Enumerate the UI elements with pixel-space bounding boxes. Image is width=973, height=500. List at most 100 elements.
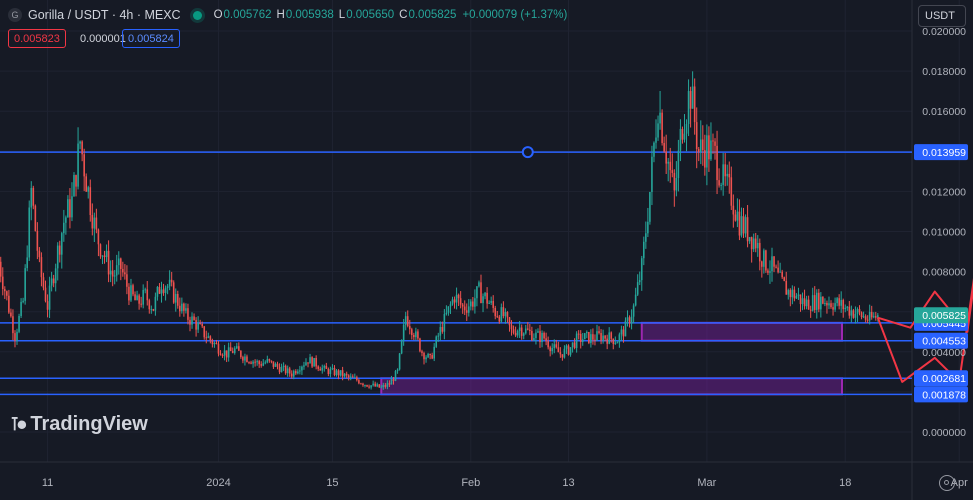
candle-body — [30, 187, 33, 208]
candle-body — [392, 379, 395, 381]
candle-body — [838, 298, 840, 306]
settings-gear-icon[interactable] — [939, 475, 955, 491]
level-drag-handle[interactable] — [521, 146, 534, 159]
candle-body — [630, 316, 633, 324]
projection-path — [876, 278, 973, 383]
y-tick-label: 0.000000 — [922, 427, 966, 439]
candle-body — [695, 122, 698, 150]
candle-body — [775, 266, 777, 268]
candle-body — [496, 316, 499, 318]
candle-body — [398, 353, 401, 370]
candle-body — [136, 295, 138, 301]
candle-body — [54, 268, 57, 284]
x-tick-label: Mar — [697, 477, 716, 489]
candle-body — [111, 270, 114, 277]
candle-body — [63, 222, 65, 234]
candle-body — [323, 365, 326, 368]
candle-body — [417, 331, 419, 339]
candle-body — [266, 359, 269, 363]
support-zones — [380, 321, 844, 396]
currency-button[interactable]: USDT — [918, 5, 966, 27]
price-change: +0.000079 (+1.37%) — [462, 9, 568, 21]
candle-body — [284, 365, 287, 374]
candle-body — [77, 143, 79, 187]
candle-body — [722, 164, 724, 185]
price-axis[interactable]: 0.0200000.0180000.0160000.0140000.012000… — [914, 26, 968, 439]
candle-body — [254, 361, 256, 363]
ohlc-low-value: 0.005650 — [346, 9, 395, 21]
candle-body — [170, 279, 173, 283]
candle-body — [193, 316, 195, 321]
tradingview-logo[interactable]: ⊺⦁ TradingView — [10, 413, 148, 436]
candle-body — [256, 361, 258, 363]
candle-body — [667, 161, 670, 164]
buy-price-button[interactable]: 0.005824 — [122, 29, 180, 48]
level-price-label: 0.013959 — [922, 147, 966, 159]
candle-body — [681, 128, 684, 140]
candle-body — [305, 362, 307, 366]
candle-body — [195, 320, 197, 330]
candle-body — [189, 319, 191, 325]
ohlc-high-value: 0.005938 — [285, 9, 334, 21]
candle-body — [824, 302, 826, 304]
candle-body — [736, 211, 739, 221]
candle-body — [124, 272, 126, 275]
x-tick-label: 18 — [839, 477, 851, 489]
candle-body — [734, 214, 737, 221]
candle-body — [83, 154, 85, 177]
candle-body — [91, 214, 94, 229]
horizontal-levels[interactable] — [0, 146, 912, 396]
candle-body — [571, 342, 574, 348]
candle-body — [22, 300, 24, 302]
candle-body — [844, 307, 847, 310]
candle-body — [588, 332, 590, 343]
candle-body — [484, 292, 486, 297]
candle-body — [235, 346, 238, 349]
candle-body — [765, 250, 767, 271]
candle-body — [868, 311, 871, 321]
candle-body — [197, 322, 199, 330]
candle-body — [311, 357, 313, 367]
candle-body — [730, 177, 733, 206]
candle-body — [337, 370, 340, 376]
candle-body — [360, 383, 362, 385]
candle-body — [413, 334, 415, 338]
candle-body — [706, 135, 708, 168]
candle-body — [260, 364, 263, 366]
candle-body — [421, 351, 423, 353]
candle-body — [710, 140, 712, 160]
time-axis[interactable]: 11202415Feb13Mar18Apr15 — [42, 477, 973, 489]
symbol-title[interactable]: Gorilla / USDT · 4h · MEXC — [28, 8, 181, 22]
sell-price-button[interactable]: 0.005823 — [8, 29, 66, 48]
candle-body — [828, 303, 830, 306]
candle-body — [87, 187, 90, 192]
candle-body — [219, 353, 222, 356]
candle-body — [535, 332, 537, 339]
candle-body — [569, 347, 572, 355]
candle-body — [689, 91, 692, 109]
candle-body — [632, 305, 635, 317]
candle-body — [463, 306, 466, 311]
candle-body — [726, 173, 729, 177]
candle-body — [12, 316, 14, 334]
candle-body — [752, 238, 755, 250]
candle-body — [325, 365, 328, 369]
candle-body — [176, 293, 179, 306]
candle-body — [728, 173, 731, 178]
candle-body — [604, 335, 606, 339]
candle-body — [498, 316, 501, 322]
candle-body — [388, 383, 391, 385]
candle-body — [657, 123, 659, 138]
candle-body — [836, 298, 838, 304]
candle-body — [264, 362, 267, 364]
candle-body — [207, 336, 210, 338]
candle-body — [453, 299, 456, 303]
candle-body — [756, 242, 759, 249]
candle-body — [191, 316, 193, 325]
candle-body — [834, 303, 836, 310]
candle-body — [280, 367, 283, 373]
candle-body — [8, 295, 10, 313]
candle-body — [343, 373, 346, 377]
candle-body — [0, 261, 2, 277]
